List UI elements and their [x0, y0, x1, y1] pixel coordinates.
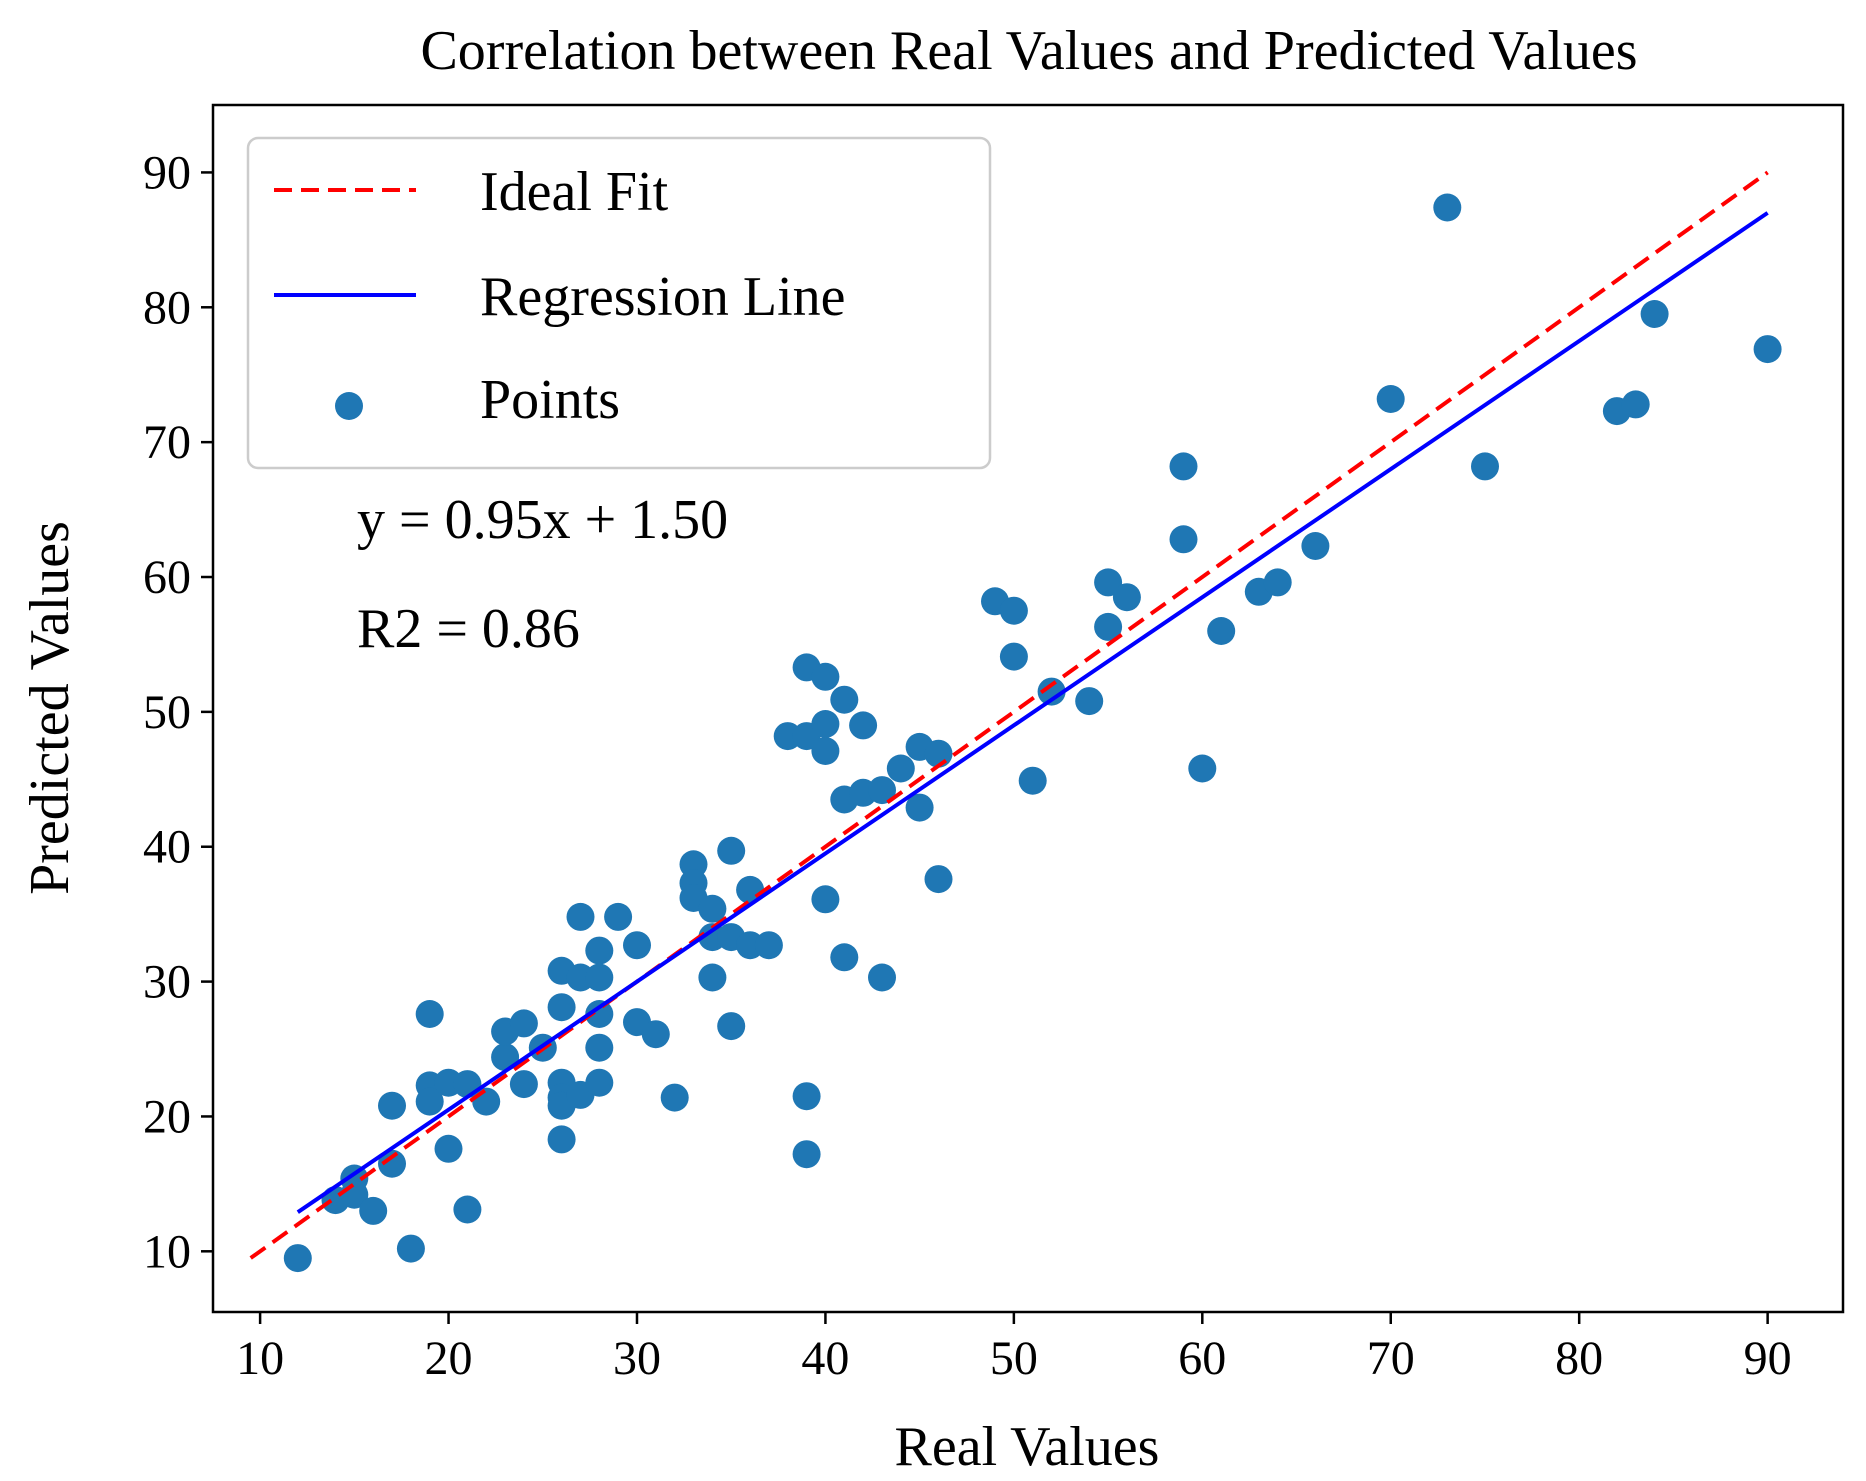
x-tick-label: 10: [236, 1332, 284, 1385]
data-point: [717, 1012, 746, 1041]
data-point: [359, 1196, 388, 1225]
data-point: [754, 931, 783, 960]
x-tick-label: 20: [425, 1332, 473, 1385]
data-point: [1753, 335, 1782, 364]
data-point: [547, 993, 576, 1022]
legend-points-label: Points: [480, 369, 620, 431]
data-point: [1263, 568, 1292, 597]
data-point: [453, 1195, 482, 1224]
data-point: [792, 1140, 821, 1169]
y-tick-label: 20: [143, 1090, 191, 1143]
data-point: [1433, 193, 1462, 222]
data-point: [434, 1134, 463, 1163]
data-point: [830, 943, 859, 972]
data-point: [660, 1083, 689, 1112]
legend-box: [246, 136, 992, 470]
r2-annotation: R2 = 0.86: [357, 598, 580, 660]
data-point: [1094, 612, 1123, 641]
data-point: [830, 685, 859, 714]
data-point: [1621, 390, 1650, 419]
legend-points-swatch: [335, 392, 363, 420]
y-axis-label: Predicted Values: [19, 521, 81, 895]
y-tick-label: 50: [143, 686, 191, 739]
data-point: [717, 836, 746, 865]
data-point: [1169, 452, 1198, 481]
chart-title: Correlation between Real Values and Pred…: [420, 20, 1637, 82]
y-tick-label: 60: [143, 551, 191, 604]
data-point: [1075, 687, 1104, 716]
data-point: [585, 963, 614, 992]
x-tick-label: 30: [613, 1332, 661, 1385]
x-tick-label: 40: [801, 1332, 849, 1385]
data-point: [1640, 300, 1669, 328]
data-point: [1207, 617, 1236, 645]
data-point: [509, 1070, 538, 1099]
data-point: [1471, 452, 1499, 481]
data-point: [811, 885, 840, 914]
ideal-fit-line: [249, 170, 1769, 1260]
data-point: [1301, 532, 1330, 560]
regression-equation: y = 0.95x + 1.50: [357, 489, 728, 551]
legend-regression-label: Regression Line: [480, 266, 845, 328]
y-axis-ticks: 10 20 30 40 50 60 70 80 90: [143, 146, 213, 1278]
data-point: [1094, 568, 1123, 597]
data-point: [792, 1082, 821, 1111]
data-point: [566, 902, 595, 931]
y-tick-label: 70: [143, 416, 191, 469]
data-point: [547, 1125, 576, 1154]
data-point: [924, 865, 953, 894]
data-point: [509, 1009, 538, 1038]
data-point: [585, 1068, 614, 1097]
data-point: [1376, 385, 1405, 413]
y-tick-label: 30: [143, 956, 191, 1009]
plot-frame: [211, 103, 1845, 1314]
data-point: [698, 963, 727, 992]
y-tick-label: 90: [143, 146, 191, 199]
data-point: [378, 1149, 406, 1178]
legend: Ideal Fit Regression Line Points: [246, 136, 992, 470]
data-point: [1037, 677, 1066, 706]
x-tick-label: 90: [1744, 1332, 1792, 1385]
x-tick-label: 80: [1555, 1332, 1603, 1385]
data-point: [999, 642, 1028, 671]
data-point: [811, 737, 840, 765]
data-point: [585, 1000, 614, 1028]
data-point: [1018, 766, 1047, 795]
data-point: [886, 754, 915, 783]
data-point: [868, 963, 896, 992]
data-point: [698, 894, 727, 923]
data-point: [585, 1033, 614, 1062]
data-point: [868, 776, 896, 805]
data-point: [1169, 525, 1198, 554]
scatter-points: [249, 170, 1782, 1273]
data-point: [999, 596, 1028, 625]
data-point: [604, 902, 633, 931]
data-point: [396, 1234, 425, 1263]
legend-ideal-fit-label: Ideal Fit: [480, 161, 669, 223]
data-point: [1112, 583, 1141, 612]
data-point: [849, 711, 878, 740]
x-tick-label: 70: [1367, 1332, 1415, 1385]
data-point: [415, 1087, 444, 1116]
y-tick-label: 80: [143, 281, 191, 334]
y-tick-label: 10: [143, 1225, 191, 1278]
data-point: [623, 931, 651, 960]
x-tick-label: 60: [1178, 1332, 1226, 1385]
x-axis-ticks: 10 20 30 40 50 60 70 80 90: [236, 1312, 1792, 1385]
x-tick-label: 50: [990, 1332, 1038, 1385]
data-point: [378, 1091, 406, 1120]
data-point: [415, 1000, 444, 1028]
data-point: [905, 793, 934, 822]
data-point: [283, 1244, 312, 1273]
x-axis-label: Real Values: [895, 1416, 1160, 1478]
y-tick-label: 40: [143, 821, 191, 874]
data-point: [811, 710, 840, 738]
data-point: [811, 662, 840, 691]
data-point: [585, 936, 614, 965]
data-point: [1188, 754, 1217, 783]
data-point: [641, 1020, 670, 1049]
regression-line: [296, 211, 1769, 1214]
